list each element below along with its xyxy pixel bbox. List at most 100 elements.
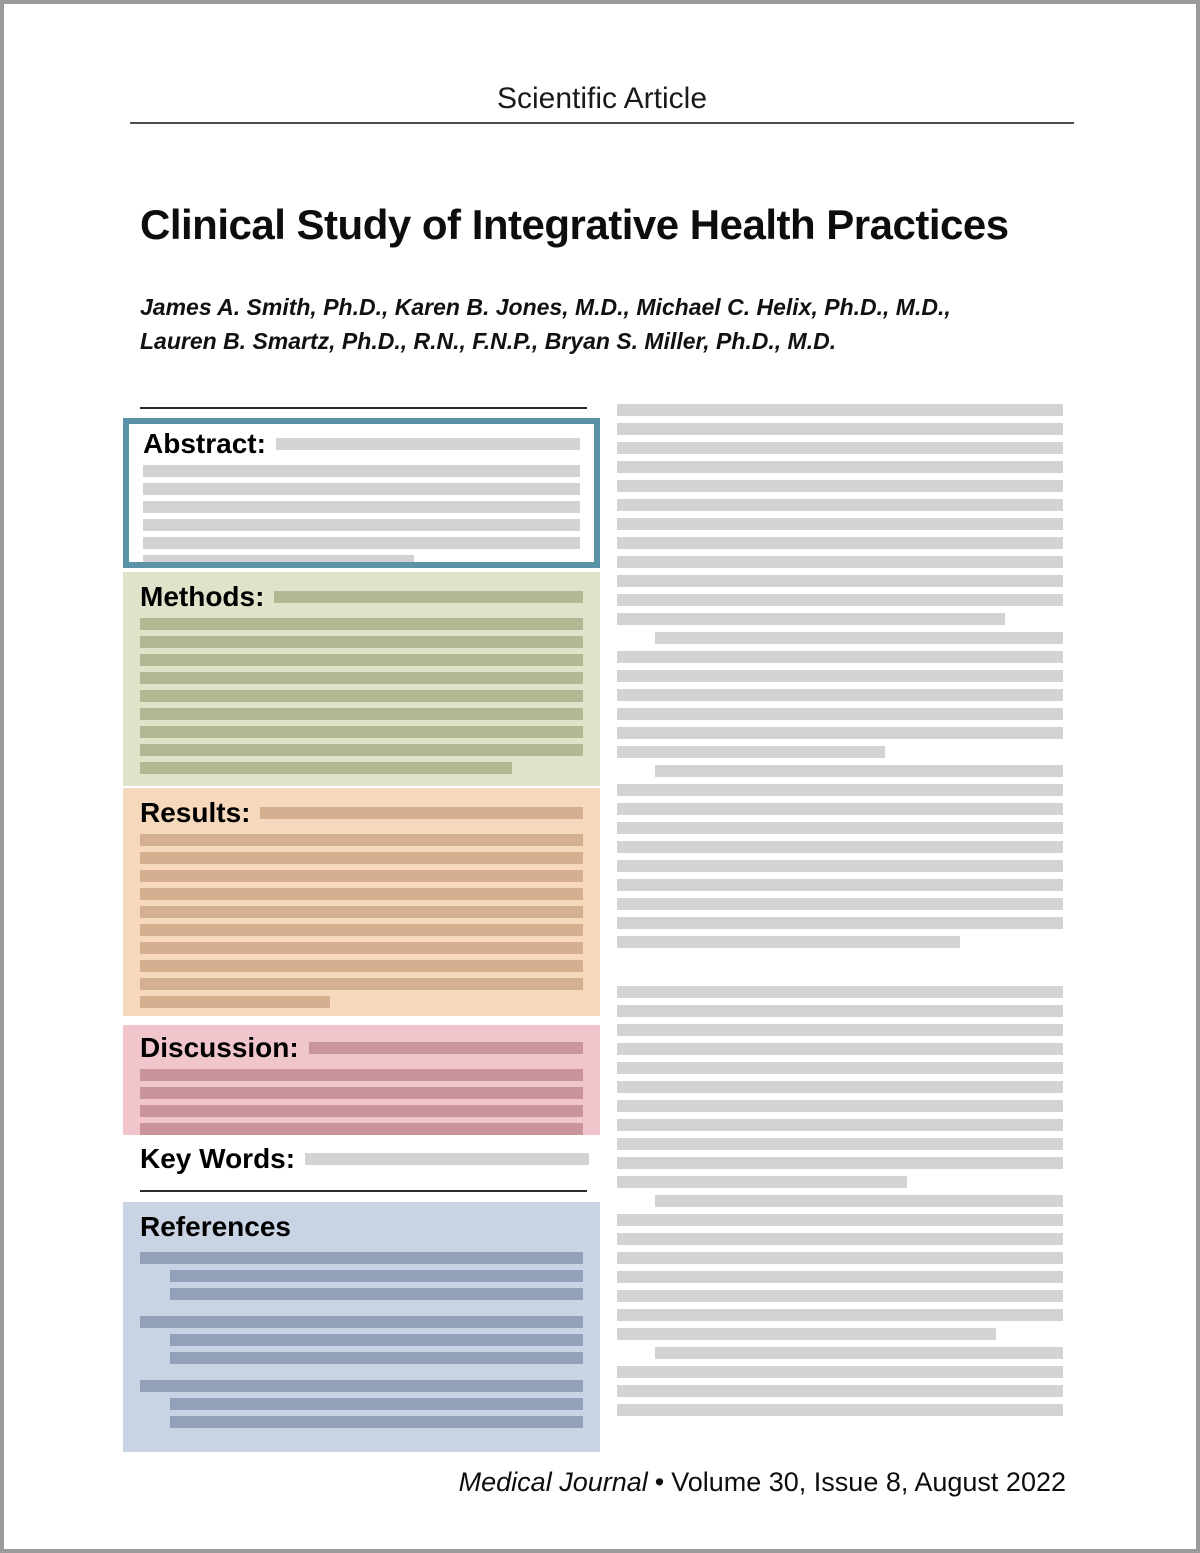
- text-placeholder-bar: [143, 555, 414, 562]
- text-placeholder-bar: [655, 632, 1063, 644]
- references-top-rule: [140, 1190, 587, 1192]
- discussion-section: Discussion:: [123, 1025, 600, 1135]
- text-placeholder-bar: [617, 518, 1063, 530]
- keywords-label: Key Words:: [140, 1143, 296, 1174]
- text-placeholder-bar: [617, 1157, 1063, 1169]
- keywords-row: Key Words:: [140, 1144, 589, 1174]
- text-placeholder-bar: [617, 1138, 1063, 1150]
- text-placeholder-bar: [140, 672, 583, 684]
- results-label-row: Results:: [140, 798, 583, 828]
- references-label: References: [140, 1211, 291, 1242]
- text-placeholder-bar: [617, 1328, 997, 1340]
- text-placeholder-bar: [617, 936, 961, 948]
- text-placeholder-bar: [140, 654, 583, 666]
- discussion-placeholder-lines: [140, 1069, 583, 1135]
- text-placeholder-bar: [143, 483, 580, 495]
- text-placeholder-bar: [143, 465, 580, 477]
- text-placeholder-bar: [617, 1385, 1063, 1397]
- text-placeholder-bar: [275, 438, 580, 450]
- text-placeholder-bar: [617, 917, 1063, 929]
- text-placeholder-bar: [140, 1380, 583, 1392]
- masthead-category-label: Scientific Article: [496, 82, 708, 115]
- text-placeholder-bar: [655, 765, 1063, 777]
- author-line-2: Lauren B. Smartz, Ph.D., R.N., F.N.P., B…: [140, 328, 837, 354]
- text-placeholder-bar: [140, 1316, 583, 1328]
- text-placeholder-bar: [617, 594, 1063, 606]
- text-placeholder-bar: [140, 1105, 583, 1117]
- text-placeholder-bar: [260, 807, 583, 819]
- discussion-label-row: Discussion:: [140, 1033, 583, 1063]
- text-placeholder-bar: [170, 1398, 583, 1410]
- text-placeholder-bar: [617, 423, 1063, 435]
- text-placeholder-bar: [617, 1214, 1063, 1226]
- text-placeholder-bar: [140, 690, 583, 702]
- text-placeholder-bar: [140, 870, 583, 882]
- text-placeholder-bar: [617, 784, 1063, 796]
- text-placeholder-bar: [140, 1123, 583, 1135]
- journal-footer: Medical Journal • Volume 30, Issue 8, Augu…: [304, 1466, 1066, 1498]
- text-placeholder-bar: [140, 1087, 583, 1099]
- text-placeholder-bar: [617, 708, 1063, 720]
- text-placeholder-bar: [170, 1270, 583, 1282]
- text-placeholder-bar: [308, 1042, 583, 1054]
- text-placeholder-bar: [140, 924, 583, 936]
- text-placeholder-bar: [140, 978, 583, 990]
- text-placeholder-bar: [617, 879, 1063, 891]
- text-placeholder-bar: [617, 651, 1063, 663]
- text-placeholder-bar: [617, 461, 1063, 473]
- results-label: Results:: [140, 797, 251, 828]
- text-placeholder-bar: [305, 1153, 589, 1165]
- text-placeholder-bar: [617, 404, 1063, 416]
- text-placeholder-bar: [617, 727, 1063, 739]
- text-placeholder-bar: [617, 1366, 1063, 1378]
- text-placeholder-bar: [617, 1271, 1063, 1283]
- text-placeholder-bar: [140, 834, 583, 846]
- references-section: References: [123, 1202, 600, 1452]
- text-placeholder-bar: [617, 1309, 1063, 1321]
- text-placeholder-bar: [617, 556, 1063, 568]
- text-placeholder-bar: [140, 906, 583, 918]
- text-placeholder-bar: [617, 1062, 1063, 1074]
- author-line-1: James A. Smith, Ph.D., Karen B. Jones, M…: [140, 294, 951, 320]
- text-placeholder-bar: [140, 636, 583, 648]
- text-placeholder-bar: [617, 537, 1063, 549]
- text-placeholder-bar: [617, 613, 1006, 625]
- methods-section: Methods:: [123, 572, 600, 786]
- text-placeholder-bar: [140, 960, 583, 972]
- abstract-top-rule: [140, 407, 587, 409]
- text-placeholder-bar: [617, 575, 1063, 587]
- text-placeholder-bar: [617, 1005, 1063, 1017]
- text-placeholder-bar: [140, 726, 583, 738]
- text-placeholder-bar: [170, 1416, 583, 1428]
- text-placeholder-bar: [655, 1195, 1063, 1207]
- text-placeholder-bar: [140, 762, 513, 774]
- text-placeholder-bar: [140, 708, 583, 720]
- text-placeholder-bar: [655, 1347, 1063, 1359]
- text-placeholder-bar: [143, 537, 580, 549]
- text-placeholder-bar: [140, 618, 583, 630]
- author-byline: James A. Smith, Ph.D., Karen B. Jones, M…: [140, 290, 1040, 358]
- results-placeholder-lines: [140, 834, 583, 1008]
- text-placeholder-bar: [143, 519, 580, 531]
- article-body-placeholder-column: [617, 404, 1063, 1423]
- text-placeholder-bar: [617, 1081, 1063, 1093]
- abstract-label: Abstract:: [143, 428, 266, 459]
- text-placeholder-bar: [170, 1352, 583, 1364]
- text-placeholder-bar: [140, 1069, 583, 1081]
- abstract-label-row: Abstract:: [143, 429, 580, 459]
- text-placeholder-bar: [617, 986, 1063, 998]
- references-placeholder-lines: [140, 1252, 583, 1428]
- text-placeholder-bar: [617, 898, 1063, 910]
- methods-placeholder-lines: [140, 618, 583, 774]
- abstract-placeholder-lines: [143, 465, 580, 562]
- text-placeholder-bar: [617, 1176, 907, 1188]
- text-placeholder-bar: [617, 1043, 1063, 1055]
- article-title: Clinical Study of Integrative Health Pra…: [140, 201, 1009, 248]
- text-placeholder-bar: [617, 442, 1063, 454]
- text-placeholder-bar: [140, 744, 583, 756]
- text-placeholder-bar: [617, 822, 1063, 834]
- text-placeholder-bar: [617, 1404, 1063, 1416]
- text-placeholder-bar: [617, 1024, 1063, 1036]
- text-placeholder-bar: [617, 670, 1063, 682]
